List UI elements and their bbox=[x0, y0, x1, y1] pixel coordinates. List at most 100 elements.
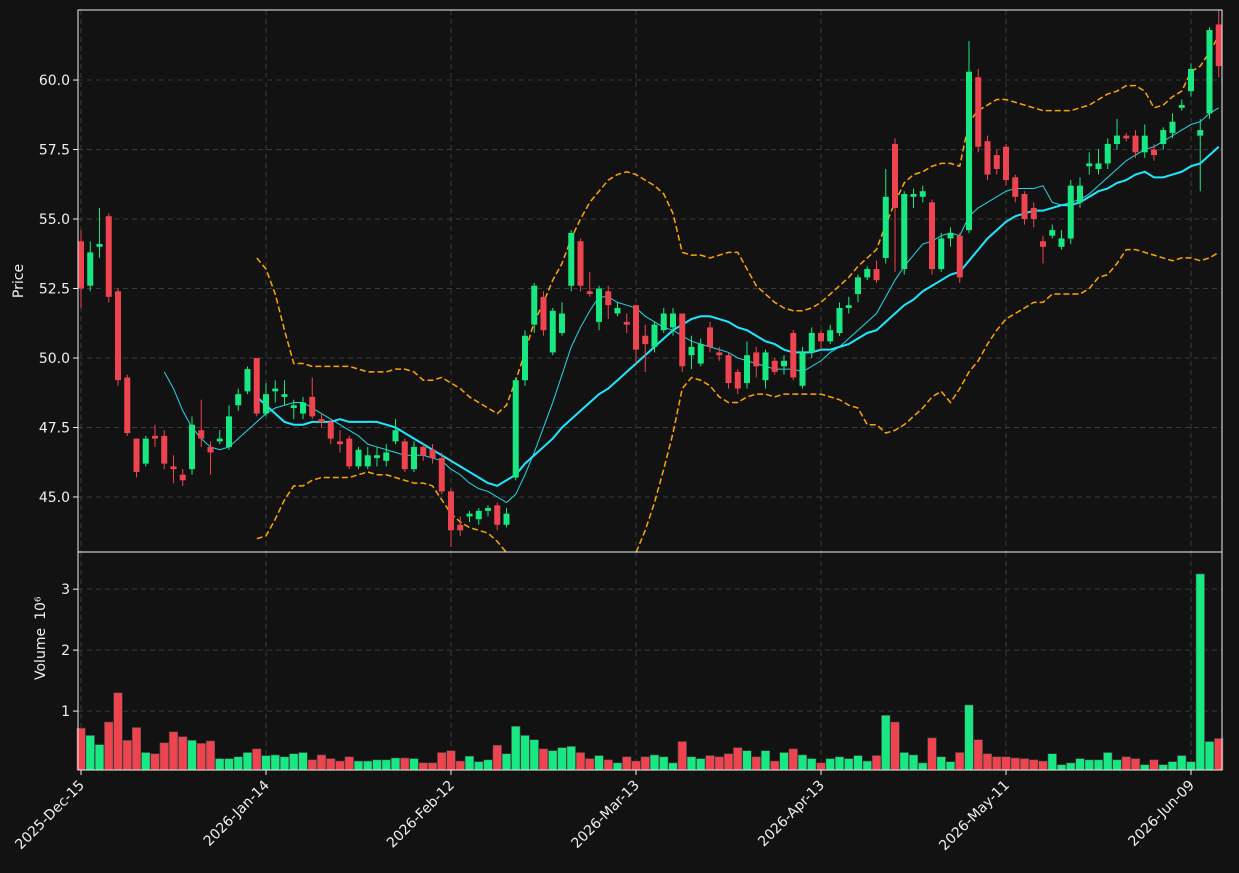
volume-bar bbox=[788, 748, 798, 771]
volume-bar bbox=[400, 757, 410, 771]
candle-body bbox=[87, 252, 94, 286]
candle-body bbox=[318, 419, 325, 422]
volume-bar bbox=[797, 754, 808, 771]
volume-bar bbox=[335, 760, 345, 771]
volume-bar bbox=[279, 756, 290, 771]
volume-bar bbox=[1056, 764, 1067, 771]
candle-body bbox=[864, 269, 871, 278]
volume-bar bbox=[1167, 761, 1178, 771]
candle-body bbox=[762, 352, 769, 381]
volume-bar bbox=[390, 757, 401, 771]
volume-bar bbox=[1010, 757, 1020, 771]
candle-body bbox=[818, 332, 824, 342]
candle-body bbox=[346, 438, 353, 467]
volume-bar bbox=[844, 758, 854, 771]
candle-body bbox=[207, 446, 214, 453]
volume-bar bbox=[353, 760, 364, 771]
volume-bar bbox=[252, 748, 262, 771]
candle-body bbox=[716, 352, 723, 356]
candle-body bbox=[1114, 135, 1120, 144]
candle-body bbox=[448, 491, 454, 531]
candle-body bbox=[383, 452, 390, 461]
candle-body bbox=[1206, 30, 1213, 114]
candle-body bbox=[919, 191, 926, 197]
candle-body bbox=[401, 441, 408, 470]
candle-body bbox=[910, 194, 917, 197]
volume-bar bbox=[1029, 759, 1039, 771]
volume-bar bbox=[936, 756, 946, 771]
volume-bar bbox=[871, 755, 882, 771]
candle-body bbox=[707, 327, 713, 347]
volume-bar bbox=[696, 758, 706, 771]
candle-body bbox=[1086, 163, 1093, 167]
candle-body bbox=[429, 449, 436, 459]
candle-body bbox=[892, 143, 898, 208]
candle-body bbox=[170, 466, 177, 470]
volume-bar bbox=[890, 721, 900, 771]
volume-bar bbox=[520, 735, 530, 771]
volume-bar bbox=[964, 704, 974, 771]
volume-bar bbox=[501, 753, 512, 771]
candle-body bbox=[1169, 121, 1176, 133]
overlay-line bbox=[256, 35, 1220, 415]
candle-body bbox=[494, 505, 501, 525]
candle-body bbox=[984, 141, 991, 175]
volume-bar bbox=[640, 756, 650, 771]
indicator-line bbox=[256, 35, 1220, 415]
volume-bar bbox=[511, 726, 521, 771]
volume-bar bbox=[992, 756, 1002, 771]
volume-bar bbox=[122, 740, 132, 771]
volume-bar bbox=[834, 756, 845, 771]
candle-body bbox=[993, 155, 1000, 169]
candle-body bbox=[929, 202, 935, 270]
candle-body bbox=[457, 524, 464, 531]
price-axis-label: Price bbox=[11, 264, 27, 298]
volume-bar bbox=[94, 744, 105, 771]
volume-bar bbox=[455, 760, 465, 771]
volume-label: Volume bbox=[33, 628, 49, 680]
candle-body bbox=[882, 196, 889, 258]
volume-bar bbox=[446, 750, 456, 771]
volume-bar bbox=[270, 754, 280, 771]
candle-body bbox=[253, 357, 260, 414]
candle-body bbox=[679, 313, 686, 367]
candle-body bbox=[688, 346, 695, 356]
volume-bar bbox=[955, 752, 965, 771]
volume-bar bbox=[612, 762, 623, 771]
volume-bar bbox=[742, 750, 752, 771]
candle-body bbox=[1132, 135, 1139, 153]
volume-bar bbox=[807, 758, 817, 771]
candle-body bbox=[1030, 207, 1037, 220]
candle-body bbox=[901, 194, 908, 270]
candle-body bbox=[1215, 24, 1222, 67]
candle-body bbox=[1160, 130, 1167, 144]
candle-body bbox=[1003, 146, 1009, 181]
candle-body bbox=[327, 421, 334, 439]
candle-body bbox=[670, 313, 676, 328]
candle-body bbox=[374, 455, 380, 459]
volume-bar bbox=[1019, 758, 1030, 771]
y-tick-label: 1 bbox=[61, 704, 70, 720]
y-tick-label: 45.0 bbox=[39, 490, 70, 506]
volume-bar bbox=[973, 739, 983, 771]
candle-body bbox=[198, 430, 205, 439]
volume-bar bbox=[825, 758, 835, 771]
candle-body bbox=[586, 291, 593, 295]
overlay-line bbox=[256, 248, 1220, 552]
volume-bar bbox=[326, 758, 336, 771]
candle-body bbox=[152, 435, 158, 439]
volume-bar bbox=[372, 759, 382, 771]
candle-body bbox=[142, 438, 149, 464]
volume-bar bbox=[908, 754, 919, 771]
candle-body bbox=[263, 394, 269, 414]
volume-bar bbox=[899, 752, 909, 771]
candle-body bbox=[1123, 135, 1130, 139]
volume-bar bbox=[187, 740, 197, 771]
volume-bar bbox=[881, 715, 891, 771]
candle-body bbox=[115, 291, 121, 381]
candle-body bbox=[179, 474, 186, 481]
volume-bar bbox=[631, 760, 641, 771]
volume-bar bbox=[233, 756, 243, 771]
volume-bar bbox=[1066, 762, 1076, 771]
